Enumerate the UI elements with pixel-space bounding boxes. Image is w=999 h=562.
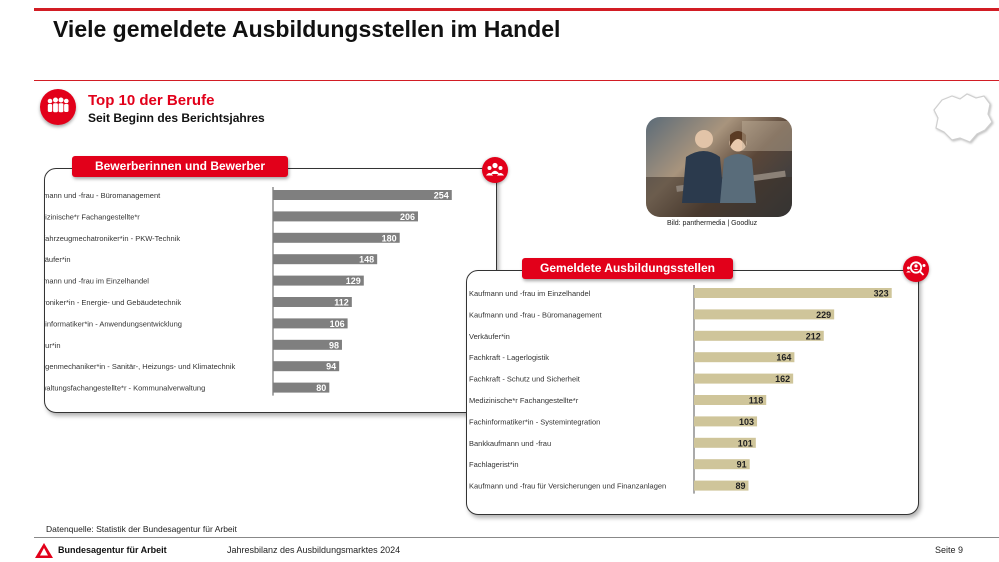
- category-label: Fachinformatiker*in - Systemintegration: [469, 417, 600, 426]
- bar-value-label: 80: [316, 383, 326, 393]
- bar-value-label: 103: [739, 417, 754, 427]
- title-divider: [34, 80, 999, 81]
- bar-value-label: 323: [874, 289, 889, 299]
- bar: [273, 254, 378, 265]
- category-label: Fachkraft - Schutz und Sicherheit: [469, 375, 581, 384]
- category-label: fmann und -frau im Einzelhandel: [44, 277, 149, 286]
- bar-value-label: 89: [735, 481, 745, 491]
- bar: [273, 275, 364, 286]
- positions-panel: Kaufmann und -frau im Einzelhandel 323 Kau…: [466, 270, 919, 515]
- positions-search-icon: [903, 256, 929, 282]
- category-label: Bankkaufmann und -frau: [469, 439, 551, 448]
- bar: [694, 352, 795, 363]
- bar: [694, 437, 756, 448]
- category-label: Medizinische*r Fachangestellte*r: [469, 396, 579, 405]
- category-label: Kaufmann und -frau - Büromanagement: [469, 310, 602, 319]
- bar-value-label: 112: [334, 298, 349, 308]
- bar-value-label: 229: [816, 310, 831, 320]
- category-label: agenmechaniker*in - Sanitär-, Heizungs- …: [44, 362, 236, 371]
- bar-value-label: 106: [330, 319, 345, 329]
- bar: [273, 382, 330, 393]
- bar-value-label: 164: [776, 353, 791, 363]
- category-label: hinformatiker*in - Anwendungsentwicklung: [44, 319, 182, 328]
- photo-caption: Bild: panthermedia | Goodluz: [667, 220, 758, 227]
- bar: [273, 339, 342, 350]
- bar-value-label: 254: [434, 191, 449, 201]
- bar: [694, 395, 767, 405]
- bar-value-label: 101: [738, 438, 753, 448]
- bar-value-label: 180: [382, 233, 397, 243]
- document-title: Jahresbilanz des Ausbildungsmarktes 2024: [227, 545, 401, 555]
- bar: [273, 361, 340, 372]
- bar-value-label: 118: [749, 396, 764, 406]
- category-label: Kaufmann und -frau für Versicherungen un…: [469, 482, 666, 491]
- bar: [694, 330, 824, 341]
- organization-name: Bundesagentur für Arbeit: [58, 545, 167, 555]
- category-label: tfahrzeugmechatroniker*in - PKW-Technik: [44, 234, 180, 243]
- bar-value-label: 94: [326, 362, 336, 372]
- bar: [694, 480, 749, 491]
- region-map-icon: [933, 93, 993, 143]
- category-label: käufer*in: [44, 255, 71, 264]
- category-label: Verkäufer*in: [469, 332, 510, 341]
- bar: [273, 232, 400, 243]
- category-label: dizinische*r Fachangestellte*r: [44, 212, 140, 221]
- section-title: Top 10 der Berufe: [88, 92, 215, 109]
- bar-value-label: 91: [737, 460, 747, 470]
- applicants-panel: fmann und -frau - Büromanagement 254 dizin…: [44, 168, 497, 413]
- applicants-bar-chart: fmann und -frau - Büromanagement 254 dizin…: [44, 187, 452, 396]
- bar-value-label: 148: [359, 255, 374, 265]
- slide-title: Viele gemeldete Ausbildungsstellen im Ha…: [53, 16, 561, 42]
- bar: [694, 416, 758, 427]
- category-label: waltungsfachangestellte*r - Kommunalverw…: [44, 384, 205, 393]
- bar-value-label: 129: [346, 276, 361, 286]
- bar: [273, 318, 348, 329]
- bar: [273, 190, 452, 200]
- bar: [694, 373, 794, 384]
- positions-bar-chart: Kaufmann und -frau im Einzelhandel 323 Kau…: [469, 285, 892, 494]
- category-label: Kaufmann und -frau im Einzelhandel: [469, 289, 591, 298]
- page-number: Seite 9: [935, 545, 964, 555]
- applicants-panel-header: Bewerberinnen und Bewerber: [72, 156, 288, 177]
- category-label: Fachlagerist*in: [469, 460, 519, 469]
- bar: [273, 211, 418, 222]
- bar-value-label: 212: [806, 331, 821, 341]
- ba-logo-icon: [35, 543, 53, 558]
- people-group-icon: [40, 89, 76, 125]
- bar: [694, 309, 835, 320]
- section-subtitle: Seit Beginn des Berichtsjahres: [88, 111, 265, 125]
- data-source-note: Datenquelle: Statistik der Bundesagentur…: [46, 524, 237, 534]
- applicants-group-icon: [482, 157, 508, 183]
- bar-value-label: 206: [400, 212, 415, 222]
- workers-photo: [646, 117, 792, 217]
- bar: [694, 459, 750, 470]
- bar-value-label: 98: [329, 340, 339, 350]
- footer-divider: [34, 537, 999, 538]
- top-accent-rule: [34, 8, 999, 11]
- bar: [694, 288, 892, 298]
- bar-value-label: 162: [775, 374, 790, 384]
- category-label: fmann und -frau - Büromanagement: [44, 191, 161, 200]
- category-label: eur*in: [44, 341, 61, 350]
- category-label: troniker*in - Energie- und Gebäudetechni…: [44, 298, 181, 307]
- positions-panel-header: Gemeldete Ausbildungsstellen: [522, 258, 733, 279]
- category-label: Fachkraft - Lagerlogistik: [469, 353, 549, 362]
- bar: [273, 297, 352, 307]
